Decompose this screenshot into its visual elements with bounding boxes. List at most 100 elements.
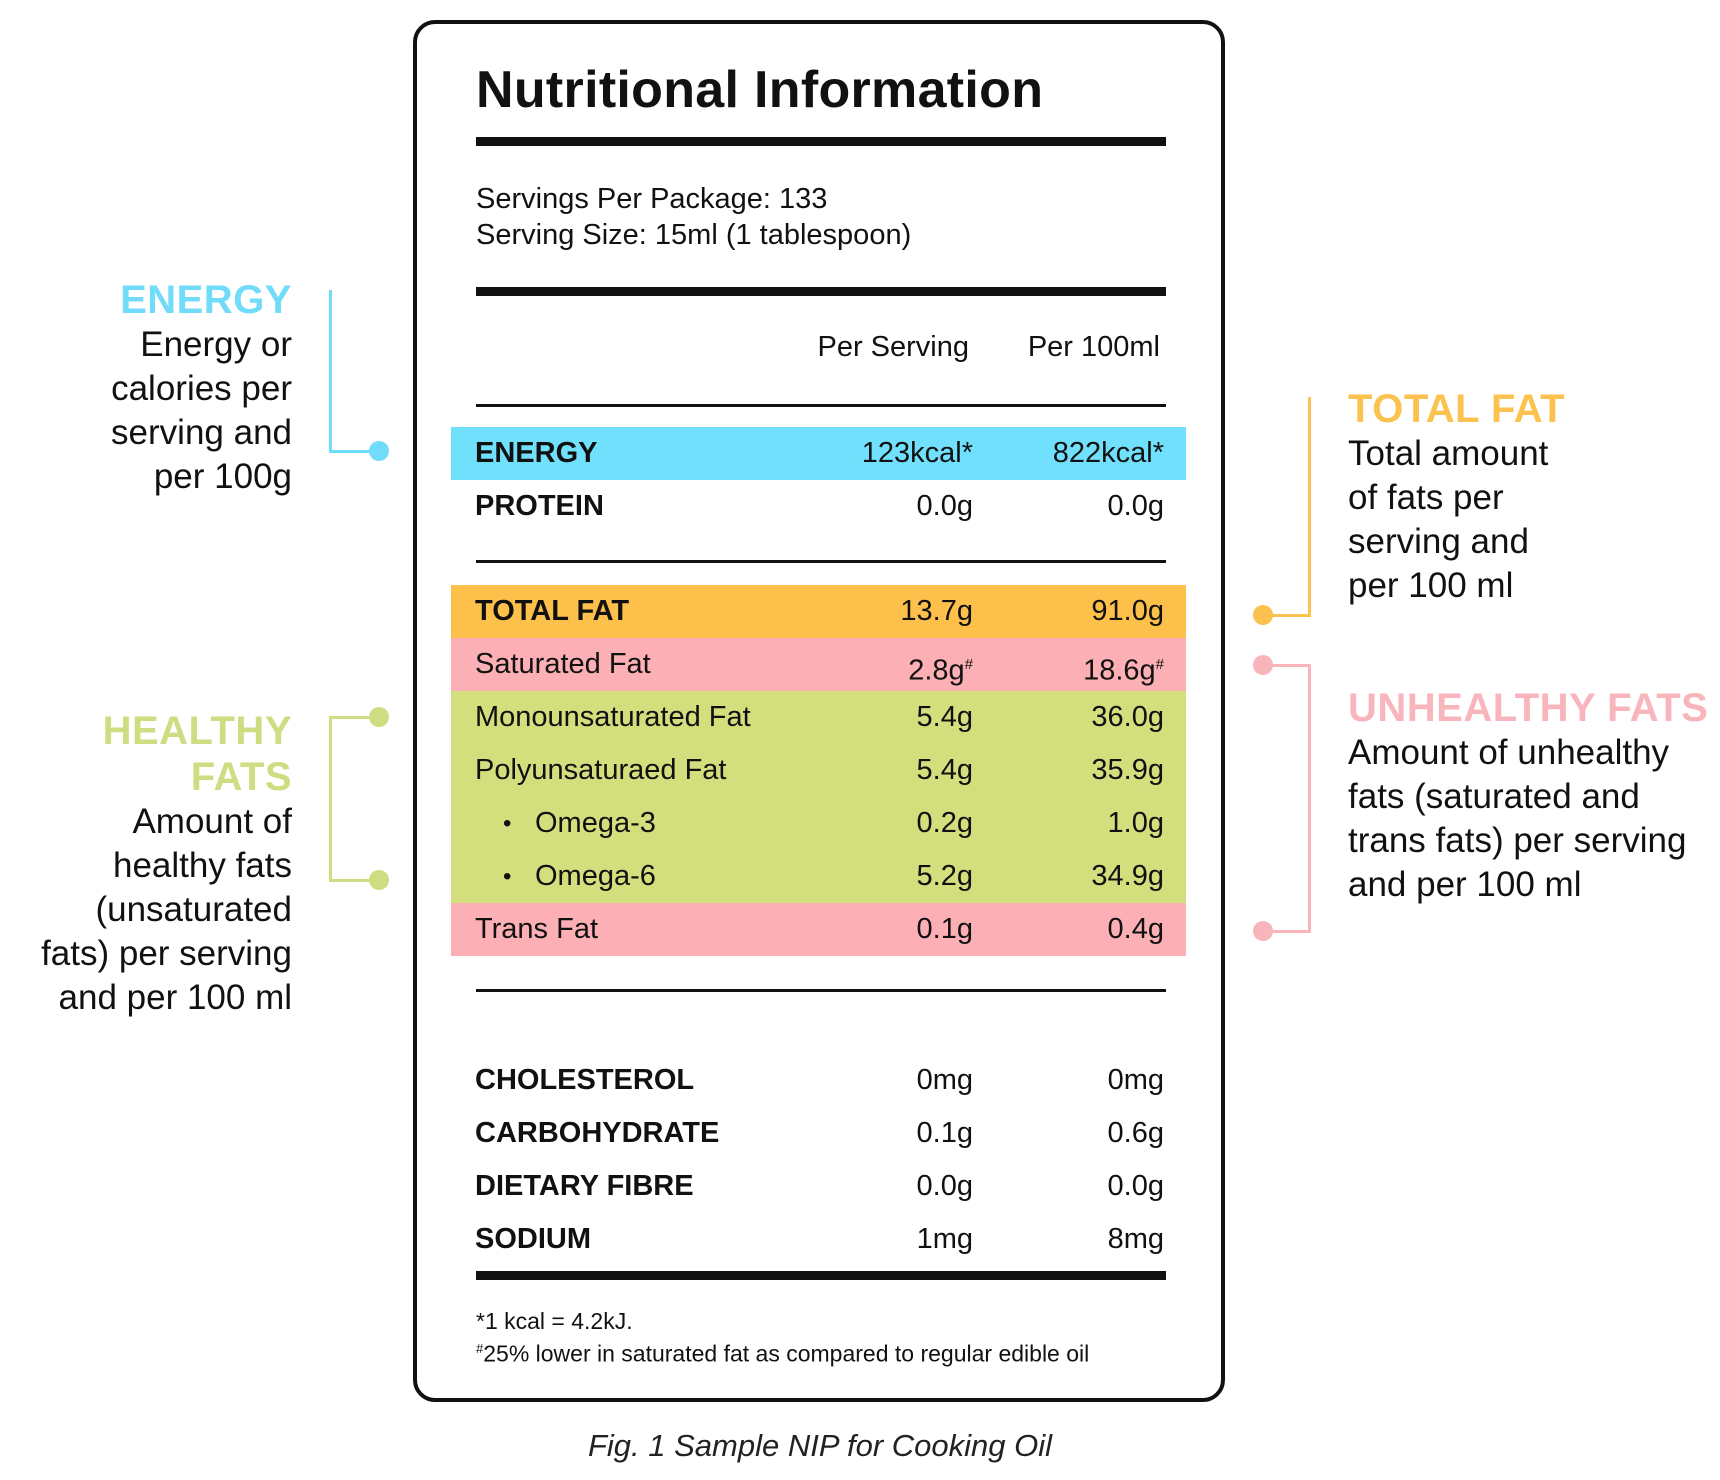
value-per-100ml: 0.6g (1107, 1117, 1164, 1149)
footnotes: *1 kcal = 4.2kJ. #25% lower in saturated… (476, 1307, 1089, 1368)
value-per-serving: 123kcal* (861, 437, 973, 469)
value-per-100ml: 18.6g# (964, 638, 1164, 698)
divider (476, 560, 1166, 563)
callout-text-line: trans fats) per serving (1348, 821, 1687, 860)
nutrient-name: CARBOHYDRATE (475, 1117, 720, 1149)
healthy-fats-bottom-dot (369, 870, 389, 890)
nutrient-name: Monounsaturated Fat (475, 701, 751, 733)
value-per-100ml: 0mg (1107, 1064, 1164, 1096)
unhealthy-fats-connector (1263, 664, 1311, 933)
value-per-100ml: 0.0g (1107, 490, 1164, 522)
nutrient-name: CHOLESTEROL (475, 1064, 695, 1096)
value-per-100ml: 0.0g (1107, 1170, 1164, 1202)
divider (476, 287, 1166, 296)
divider (476, 989, 1166, 992)
row-trans-fat: Trans Fat 0.1g 0.4g (451, 903, 1186, 956)
callout-heading: HEALTHY FATS (102, 709, 292, 799)
bullet-icon: • (503, 810, 512, 837)
row-saturated-fat: Saturated Fat 2.8g# 18.6g# (451, 638, 1186, 691)
nutrient-name: Trans Fat (475, 913, 599, 945)
value-text: 18.6g (1083, 654, 1156, 687)
divider (476, 1271, 1166, 1280)
nutrient-name: Saturated Fat (475, 648, 651, 680)
callout-text-line: Total amount (1348, 434, 1549, 473)
callout-text-line: (unsaturated (95, 890, 292, 929)
nutrient-name: DIETARY FIBRE (475, 1170, 694, 1202)
unhealthy-fats-top-dot (1253, 655, 1273, 675)
column-header-per-serving: Per Serving (817, 331, 969, 363)
row-sodium: SODIUM 1mg 8mg (451, 1213, 1186, 1266)
value-per-serving: 0.1g (916, 913, 973, 945)
callout-energy: ENERGY Energy or calories per serving an… (111, 277, 292, 499)
callout-total-fat: TOTAL FAT Total amount of fats per servi… (1348, 386, 1565, 608)
value-per-serving: 0.0g (916, 1170, 973, 1202)
value-per-serving: 5.2g (916, 860, 973, 892)
row-omega-3: • Omega-3 0.2g 1.0g (451, 797, 1186, 850)
column-header-per-100ml: Per 100ml (1027, 331, 1160, 363)
callout-text-line: of fats per (1348, 478, 1504, 517)
value-per-serving: 0mg (916, 1064, 973, 1096)
serving-size: Serving Size: 15ml (1 tablespoon) (476, 219, 912, 251)
callout-healthy-fats: HEALTHY FATS Amount of healthy fats (uns… (0, 708, 292, 1020)
footnote-mark: # (1155, 656, 1164, 673)
row-monounsaturated-fat: Monounsaturated Fat 5.4g 36.0g (451, 691, 1186, 744)
healthy-fats-top-dot (369, 707, 389, 727)
value-per-serving: 2.8g# (773, 638, 973, 698)
row-cholesterol: CHOLESTEROL 0mg 0mg (451, 1054, 1186, 1107)
row-total-fat: TOTAL FAT 13.7g 91.0g (451, 585, 1186, 638)
callout-text-line: healthy fats (113, 846, 292, 885)
callout-text-line: Amount of unhealthy (1348, 733, 1670, 772)
footnote-kcal: *1 kcal = 4.2kJ. (476, 1308, 633, 1334)
value-per-100ml: 91.0g (1091, 595, 1164, 627)
nutrient-name: TOTAL FAT (475, 595, 630, 627)
callout-text-line: fats (saturated and (1348, 777, 1640, 816)
energy-connector (329, 290, 377, 453)
callout-heading: UNHEALTHY FATS (1348, 686, 1709, 730)
energy-connector-dot (369, 441, 389, 461)
value-per-100ml: 34.9g (1091, 860, 1164, 892)
nutrient-name: Polyunsaturaed Fat (475, 754, 727, 786)
healthy-fats-connector (329, 716, 377, 882)
divider (476, 137, 1166, 146)
divider (476, 404, 1166, 407)
value-per-100ml: 35.9g (1091, 754, 1164, 786)
value-per-100ml: 1.0g (1107, 807, 1164, 839)
callout-text-line: per 100g (153, 457, 292, 496)
value-per-100ml: 36.0g (1091, 701, 1164, 733)
servings-per-package: Servings Per Package: 133 (476, 183, 828, 215)
footnote-mark: # (964, 656, 973, 673)
value-per-serving: 0.2g (916, 807, 973, 839)
row-dietary-fibre: DIETARY FIBRE 0.0g 0.0g (451, 1160, 1186, 1213)
value-per-100ml: 8mg (1107, 1223, 1164, 1255)
callout-unhealthy-fats: UNHEALTHY FATS Amount of unhealthy fats … (1348, 685, 1708, 907)
total-fat-connector-dot (1253, 605, 1273, 625)
bullet-icon: • (503, 863, 512, 890)
callout-text-line: serving and (1348, 522, 1529, 561)
figure-caption: Fig. 1 Sample NIP for Cooking Oil (587, 1428, 1053, 1463)
footnote-mark: # (476, 1341, 484, 1356)
unhealthy-fats-bottom-dot (1253, 921, 1273, 941)
label-title: Nutritional Information (476, 61, 1044, 119)
servings-info: Servings Per Package: 133 Serving Size: … (476, 181, 911, 253)
value-per-serving: 0.1g (916, 1117, 973, 1149)
callout-text-line: and per 100 ml (1348, 865, 1582, 904)
value-per-serving: 5.4g (916, 754, 973, 786)
callout-text-line: Amount of (132, 802, 292, 841)
callout-heading: TOTAL FAT (1348, 387, 1566, 431)
value-per-100ml: 0.4g (1107, 913, 1164, 945)
callout-text-line: and per 100 ml (58, 978, 292, 1017)
value-per-serving: 0.0g (916, 490, 973, 522)
callout-heading: ENERGY (120, 278, 292, 322)
nutrient-name: SODIUM (475, 1223, 591, 1255)
callout-text-line: calories per (111, 369, 292, 408)
total-fat-connector (1263, 397, 1311, 617)
row-omega-6: • Omega-6 5.2g 34.9g (451, 850, 1186, 903)
value-text: 2.8g (908, 654, 965, 687)
nutrient-name: Omega-6 (535, 860, 656, 892)
row-carbohydrate: CARBOHYDRATE 0.1g 0.6g (451, 1107, 1186, 1160)
value-per-serving: 1mg (916, 1223, 973, 1255)
nutrient-name: PROTEIN (475, 490, 604, 522)
callout-text-line: fats) per serving (41, 934, 292, 973)
value-per-serving: 5.4g (916, 701, 973, 733)
nutrition-label-card: Nutritional Information Servings Per Pac… (413, 20, 1225, 1402)
